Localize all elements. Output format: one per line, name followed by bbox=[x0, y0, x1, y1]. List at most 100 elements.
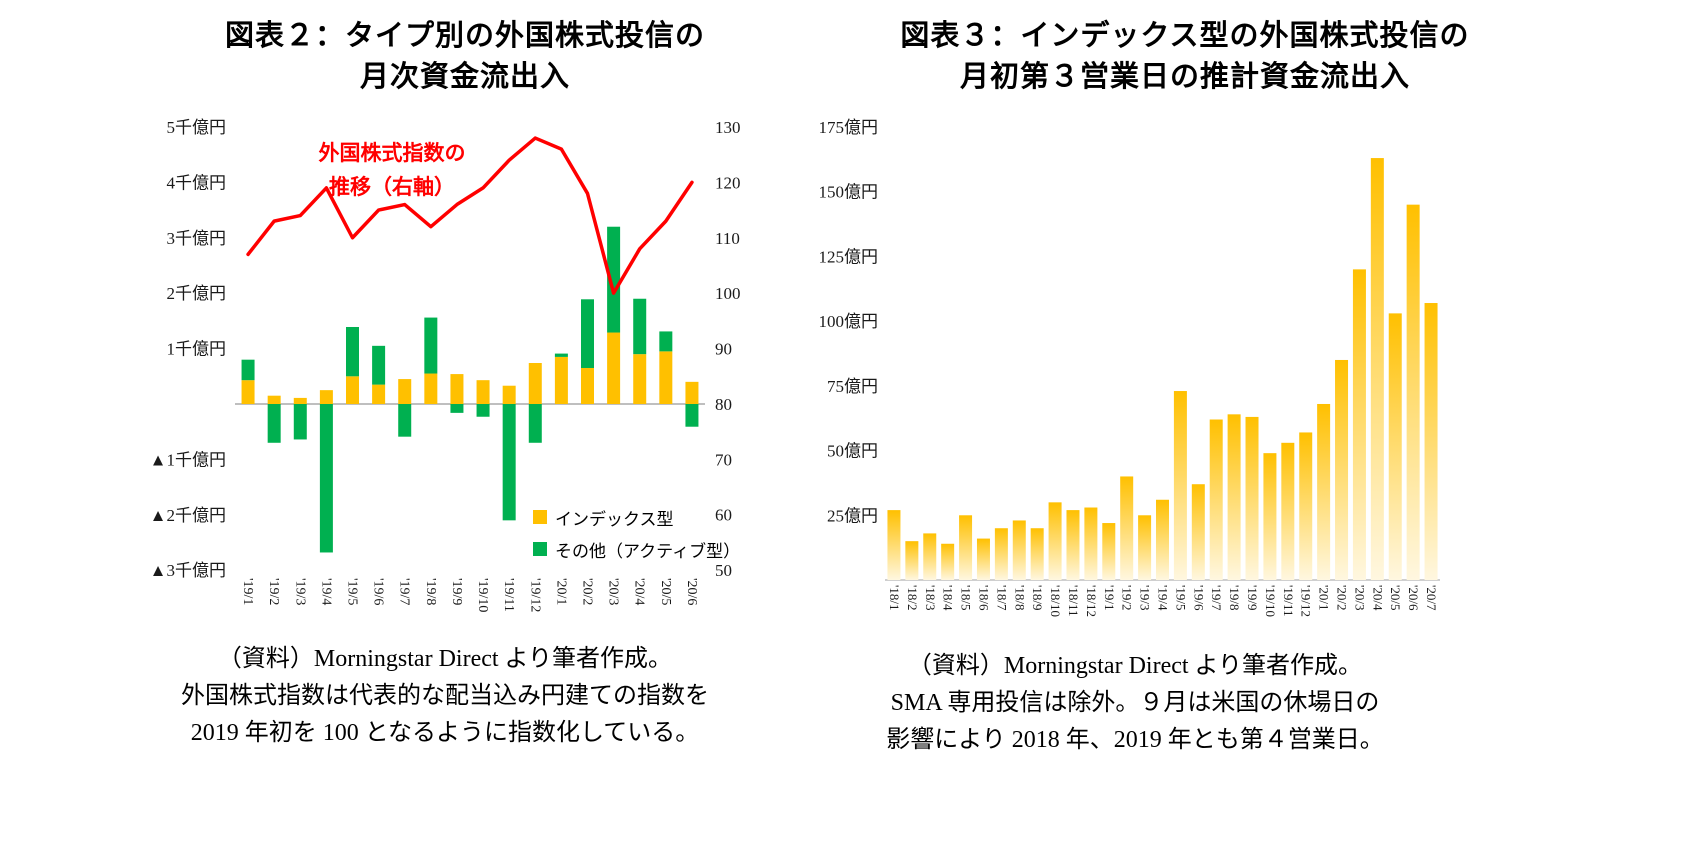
svg-text:90: 90 bbox=[715, 340, 732, 359]
fig2-line-annotation: 外国株式指数の 推移（右軸） bbox=[292, 136, 492, 204]
legend-item-index: インデックス型 bbox=[533, 501, 740, 533]
svg-text:'20/6: '20/6 bbox=[1406, 585, 1421, 611]
svg-text:'19/4: '19/4 bbox=[1156, 585, 1171, 611]
svg-text:'19/10: '19/10 bbox=[475, 578, 490, 612]
svg-text:'19/3: '19/3 bbox=[292, 578, 307, 605]
svg-text:'18/12: '18/12 bbox=[1084, 585, 1099, 617]
fig2-caption-line2: 外国株式指数は代表的な配当込み円建ての指数を bbox=[181, 683, 709, 709]
svg-text:'18/2: '18/2 bbox=[905, 585, 920, 610]
legend-item-active: その他（アクティブ型） bbox=[533, 533, 740, 565]
fig3-caption: （資料）Morningstar Direct より筆者作成。 SMA 専用投信は… bbox=[835, 648, 1435, 759]
svg-text:'20/4: '20/4 bbox=[632, 578, 647, 605]
svg-text:'18/5: '18/5 bbox=[959, 585, 974, 610]
svg-text:'20/3: '20/3 bbox=[606, 578, 621, 605]
svg-text:'19/7: '19/7 bbox=[397, 578, 412, 605]
fig2-title-line1: 図表２：タイプ別の外国株式投信の bbox=[224, 20, 705, 52]
svg-text:'19/10: '19/10 bbox=[1263, 585, 1278, 617]
svg-text:'19/12: '19/12 bbox=[1299, 585, 1314, 617]
svg-text:'19/1: '19/1 bbox=[1102, 585, 1117, 610]
svg-text:75億円: 75億円 bbox=[827, 377, 878, 396]
fig3-title: 図表３：インデックス型の外国株式投信の 月初第３営業日の推計資金流出入 bbox=[875, 16, 1495, 98]
svg-text:110: 110 bbox=[715, 229, 740, 248]
svg-text:'20/5: '20/5 bbox=[1388, 585, 1403, 610]
legend-label-active: その他（アクティブ型） bbox=[555, 541, 741, 561]
svg-text:'18/4: '18/4 bbox=[941, 585, 956, 611]
svg-text:▲1千億円: ▲1千億円 bbox=[150, 450, 226, 469]
svg-text:130: 130 bbox=[715, 118, 741, 137]
svg-text:▲3千億円: ▲3千億円 bbox=[150, 561, 226, 580]
svg-text:120: 120 bbox=[715, 173, 741, 192]
svg-text:5千億円: 5千億円 bbox=[167, 118, 227, 137]
svg-text:'19/7: '19/7 bbox=[1209, 585, 1224, 611]
svg-text:▲2千億円: ▲2千億円 bbox=[150, 506, 226, 525]
legend-swatch-active-icon bbox=[533, 542, 547, 556]
svg-text:60: 60 bbox=[715, 506, 732, 525]
svg-text:125億円: 125億円 bbox=[819, 247, 879, 266]
svg-text:1千億円: 1千億円 bbox=[167, 340, 227, 359]
svg-text:'19/11: '19/11 bbox=[1281, 585, 1296, 616]
fig2-caption-line1: （資料）Morningstar Direct より筆者作成。 bbox=[217, 646, 673, 672]
fig3-caption-line2: SMA 専用投信は除外。９月は米国の休場日の bbox=[890, 690, 1380, 716]
svg-text:'18/9: '18/9 bbox=[1030, 585, 1045, 610]
svg-text:2千億円: 2千億円 bbox=[167, 284, 227, 303]
svg-text:'19/5: '19/5 bbox=[1173, 585, 1188, 610]
fig2-annotation-line1: 外国株式指数の bbox=[318, 141, 466, 165]
svg-text:3千億円: 3千億円 bbox=[167, 229, 227, 248]
svg-text:'20/1: '20/1 bbox=[1317, 585, 1332, 610]
svg-text:80: 80 bbox=[715, 395, 732, 414]
svg-text:175億円: 175億円 bbox=[819, 118, 879, 137]
svg-text:'20/3: '20/3 bbox=[1352, 585, 1367, 610]
fig2-annotation-line2: 推移（右軸） bbox=[329, 175, 455, 199]
svg-text:4千億円: 4千億円 bbox=[167, 173, 227, 192]
svg-text:'20/2: '20/2 bbox=[1335, 585, 1350, 610]
svg-text:'18/10: '18/10 bbox=[1048, 585, 1063, 617]
svg-text:'19/6: '19/6 bbox=[1191, 585, 1206, 611]
svg-text:'20/5: '20/5 bbox=[658, 578, 673, 605]
legend-label-index: インデックス型 bbox=[555, 509, 674, 529]
svg-text:70: 70 bbox=[715, 450, 732, 469]
fig2-legend: インデックス型 その他（アクティブ型） bbox=[533, 501, 740, 565]
svg-text:'19/1: '19/1 bbox=[240, 578, 255, 605]
svg-text:150億円: 150億円 bbox=[819, 183, 879, 202]
svg-text:'19/5: '19/5 bbox=[345, 578, 360, 605]
svg-text:'20/1: '20/1 bbox=[553, 578, 568, 605]
svg-text:'19/9: '19/9 bbox=[1245, 585, 1260, 610]
fig3-title-line1: 図表３：インデックス型の外国株式投信の bbox=[900, 20, 1470, 52]
svg-text:50: 50 bbox=[715, 561, 732, 580]
fig3-caption-line1: （資料）Morningstar Direct より筆者作成。 bbox=[907, 653, 1363, 679]
fig2-caption-line3: 2019 年初を 100 となるように指数化している。 bbox=[190, 720, 700, 746]
svg-text:'18/8: '18/8 bbox=[1012, 585, 1027, 610]
fig3-chart: 175億円150億円125億円100億円75億円50億円25億円'18/1'18… bbox=[819, 118, 1440, 617]
svg-text:'19/6: '19/6 bbox=[371, 578, 386, 605]
svg-text:'18/1: '18/1 bbox=[887, 585, 902, 610]
svg-text:'19/2: '19/2 bbox=[266, 578, 281, 605]
fig3-caption-line3: 影響により 2018 年、2019 年とも第４営業日。 bbox=[886, 727, 1384, 753]
svg-text:'19/2: '19/2 bbox=[1120, 585, 1135, 610]
fig2-chart: 5千億円 4千億円 3千億円 2千億円 1千億円 ▲1千億円 ▲2千億円 ▲3千億円 130 12… bbox=[150, 118, 741, 612]
fig2-caption: （資料）Morningstar Direct より筆者作成。 外国株式指数は代表… bbox=[145, 641, 745, 752]
svg-text:'19/3: '19/3 bbox=[1138, 585, 1153, 610]
svg-text:'18/3: '18/3 bbox=[923, 585, 938, 610]
svg-text:100: 100 bbox=[715, 284, 741, 303]
svg-text:25億円: 25億円 bbox=[827, 506, 878, 525]
fig3-title-line2: 月初第３営業日の推計資金流出入 bbox=[959, 61, 1410, 93]
fig2-title-line2: 月次資金流出入 bbox=[359, 61, 570, 93]
svg-text:50億円: 50億円 bbox=[827, 442, 878, 461]
svg-text:'19/12: '19/12 bbox=[527, 578, 542, 612]
svg-text:100億円: 100億円 bbox=[819, 312, 879, 331]
svg-text:'18/11: '18/11 bbox=[1066, 585, 1081, 616]
svg-text:'19/4: '19/4 bbox=[318, 578, 333, 605]
svg-text:'20/7: '20/7 bbox=[1424, 585, 1439, 611]
svg-text:'18/6: '18/6 bbox=[976, 585, 991, 611]
svg-text:'20/6: '20/6 bbox=[684, 578, 699, 605]
svg-text:'19/9: '19/9 bbox=[449, 578, 464, 605]
svg-text:'18/7: '18/7 bbox=[994, 585, 1009, 611]
legend-swatch-index-icon bbox=[533, 510, 547, 524]
svg-text:'20/4: '20/4 bbox=[1370, 585, 1385, 611]
svg-text:'19/8: '19/8 bbox=[1227, 585, 1242, 610]
svg-text:'20/2: '20/2 bbox=[580, 578, 595, 605]
svg-text:'19/11: '19/11 bbox=[501, 578, 516, 612]
fig2-title: 図表２：タイプ別の外国株式投信の 月次資金流出入 bbox=[160, 16, 770, 98]
svg-text:'19/8: '19/8 bbox=[423, 578, 438, 605]
